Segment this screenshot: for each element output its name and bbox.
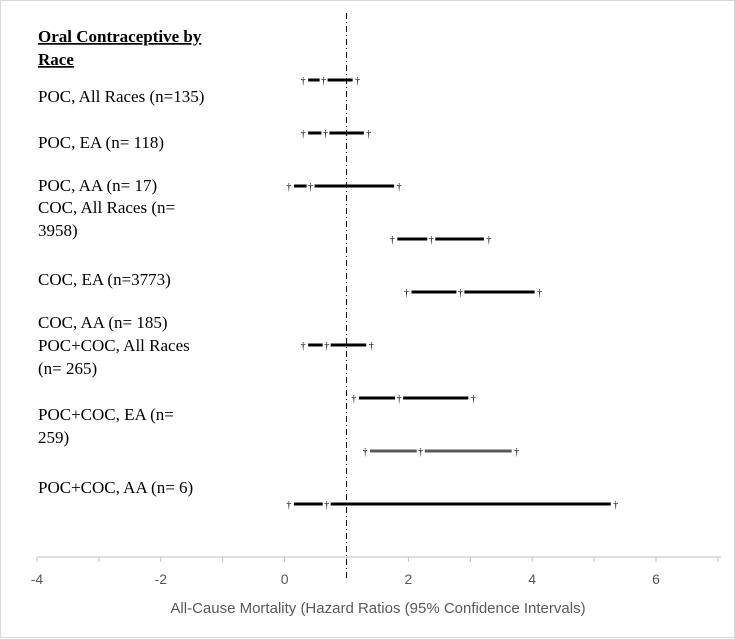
estimate-marker: † xyxy=(418,447,423,458)
ci-upper-marker: † xyxy=(397,182,402,193)
ci-upper-marker: † xyxy=(537,288,542,299)
category-label: COC, All Races (n= xyxy=(38,198,175,217)
category-label: POC, AA (n= 17) xyxy=(38,176,157,195)
ci-upper-marker: † xyxy=(613,500,618,511)
estimate-marker: † xyxy=(324,500,329,511)
ci-upper-marker: † xyxy=(355,76,360,87)
ci-upper-marker: † xyxy=(366,129,371,140)
category-label: COC, AA (n= 185) xyxy=(38,313,168,332)
category-label: POC, All Races (n=135) xyxy=(38,87,204,106)
ci-lower-marker: † xyxy=(404,288,409,299)
estimate-marker: † xyxy=(458,288,463,299)
ci-upper-marker: † xyxy=(471,394,476,405)
chart-title-line-1: Oral Contraceptive by xyxy=(38,27,202,46)
estimate-marker: † xyxy=(397,394,402,405)
x-tick-label: 6 xyxy=(652,571,660,587)
ci-lower-marker: † xyxy=(301,76,306,87)
x-axis-label: All-Cause Mortality (Hazard Ratios (95% … xyxy=(170,600,585,617)
x-axis: -4 -2 0 2 4 6 xyxy=(31,556,721,587)
category-label: 3958) xyxy=(38,221,78,240)
ci-bars: † † † † † † † † † † † † † † † † † † † † † † † † † † † xyxy=(286,76,618,511)
category-label: (n= 265) xyxy=(38,359,97,378)
x-tick-label: 4 xyxy=(528,571,536,587)
estimate-marker: † xyxy=(321,76,326,87)
category-label: POC, EA (n= 118) xyxy=(38,133,164,152)
ci-upper-marker: † xyxy=(486,235,491,246)
category-label: POC+COC, EA (n= xyxy=(38,405,174,424)
estimate-marker: † xyxy=(429,235,434,246)
category-label: POC+COC, AA (n= 6) xyxy=(38,478,193,497)
ci-lower-marker: † xyxy=(351,394,356,405)
ci-upper-marker: † xyxy=(514,447,519,458)
estimate-marker: † xyxy=(324,341,329,352)
x-tick-label: 0 xyxy=(281,571,289,587)
chart-title-line-2: Race xyxy=(38,50,74,69)
category-label: 259) xyxy=(38,428,69,447)
x-tick-label: -4 xyxy=(31,571,44,587)
category-label: POC+COC, All Races xyxy=(38,336,190,355)
x-tick-label: -2 xyxy=(155,571,168,587)
ci-lower-marker: † xyxy=(363,447,368,458)
x-tick-label: 2 xyxy=(405,571,413,587)
ci-upper-marker: † xyxy=(369,341,374,352)
category-labels: POC, All Races (n=135) POC, EA (n= 118) PO… xyxy=(38,87,204,497)
ci-lower-marker: † xyxy=(286,182,291,193)
category-label: COC, EA (n=3773) xyxy=(38,270,171,289)
ci-lower-marker: † xyxy=(390,235,395,246)
ci-lower-marker: † xyxy=(301,341,306,352)
estimate-marker: † xyxy=(308,182,313,193)
ci-lower-marker: † xyxy=(301,129,306,140)
ci-lower-marker: † xyxy=(286,500,291,511)
estimate-marker: † xyxy=(323,129,328,140)
